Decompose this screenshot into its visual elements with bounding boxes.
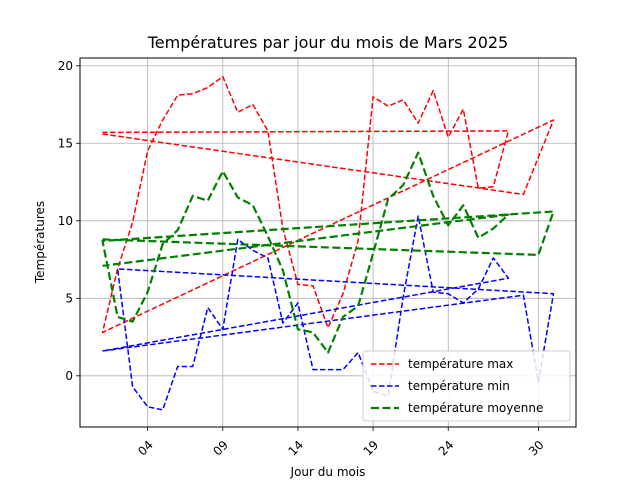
y-tick-label: 20 [58,59,73,73]
axes-frame [79,57,577,428]
chart-title: Températures par jour du mois de Mars 20… [147,33,508,52]
legend-box [362,350,571,422]
y-axis-label: Températures [33,201,47,284]
legend-label: température min [408,379,510,393]
y-tick-label: 15 [58,136,73,150]
legend: température max température min températur… [362,350,571,422]
series-line [102,215,555,411]
y-tick-label: 5 [65,291,73,305]
y-tick-label: 10 [58,214,73,228]
legend-label: température max [408,357,513,371]
series-line [101,75,555,334]
y-tick-label: 0 [65,369,73,383]
legend-label: température moyenne [408,401,543,415]
x-axis-label: Jour du mois [290,465,366,479]
